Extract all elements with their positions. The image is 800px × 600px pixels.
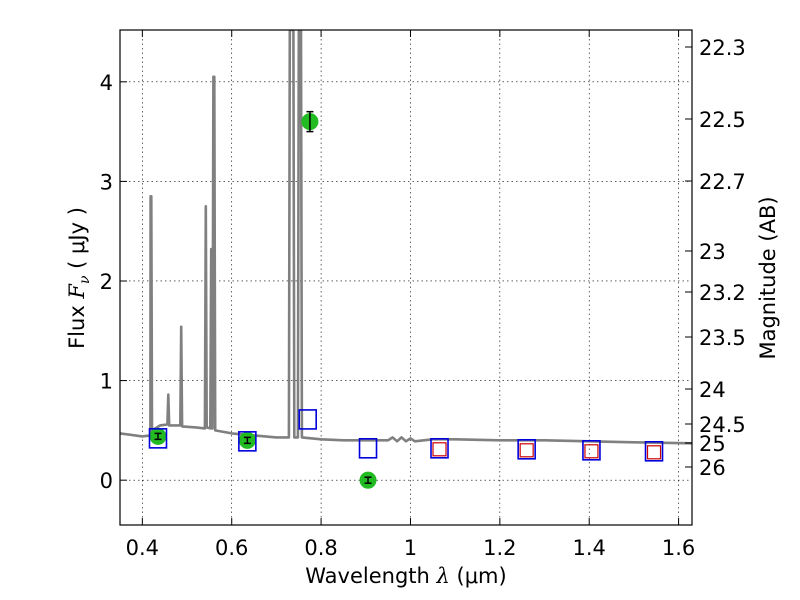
y-axis-symbol: F (65, 283, 89, 300)
mag-tick-label: 23 (699, 240, 726, 264)
model-photometry-box (517, 439, 536, 460)
model-photometry-box (644, 440, 664, 462)
y-tick-label: 2 (100, 270, 113, 294)
y-axis-right-title: Magnitude (AB) (756, 196, 780, 359)
y-axis-subscript: ν (77, 275, 93, 284)
y-tick-label: 4 (100, 71, 113, 95)
x-tick-label: 0.6 (215, 536, 248, 560)
y-tick-label: 3 (100, 170, 113, 194)
x-tick-label: 0.8 (304, 536, 337, 560)
mag-tick-label: 22.3 (699, 36, 746, 60)
y-tick-label: 1 (100, 370, 113, 394)
x-axis-title: Wavelength λ (μm) (305, 564, 506, 588)
model-photometry-box (582, 440, 601, 461)
mag-tick-label: 22.5 (699, 108, 746, 132)
model-photometry-box (148, 428, 168, 449)
mag-tick-label: 24 (699, 378, 726, 402)
y-tick-label: 0 (100, 469, 113, 493)
x-tick-label: 1.6 (662, 536, 695, 560)
y-axis-title: Flux Fν ( μJy ) (65, 207, 93, 349)
alt-model-box (519, 443, 534, 458)
mag-tick-label: 23.2 (699, 281, 746, 305)
x-tick-label: 0.4 (126, 536, 159, 560)
plot-area (120, 30, 692, 489)
model-photometry-box (298, 409, 317, 430)
model-photometry-box (358, 438, 378, 459)
alt-model-box (646, 445, 662, 460)
mag-tick-label: 24.5 (699, 413, 746, 437)
x-axis-symbol: λ (436, 564, 450, 588)
plot-frame (119, 29, 693, 526)
mag-tick-label: 22.7 (699, 170, 746, 194)
tick-marks (120, 30, 692, 525)
alt-model-box (432, 442, 447, 457)
model-photometry-box (238, 431, 257, 452)
alt-model-box (584, 444, 599, 459)
x-tick-label: 1 (404, 536, 417, 560)
x-tick-label: 1.2 (483, 536, 516, 560)
mag-tick-label: 26 (699, 456, 726, 480)
mag-tick-label: 25 (699, 432, 726, 456)
model-photometry-box (430, 438, 449, 459)
x-tick-label: 1.4 (573, 536, 606, 560)
mag-tick-label: 23.5 (699, 326, 746, 350)
